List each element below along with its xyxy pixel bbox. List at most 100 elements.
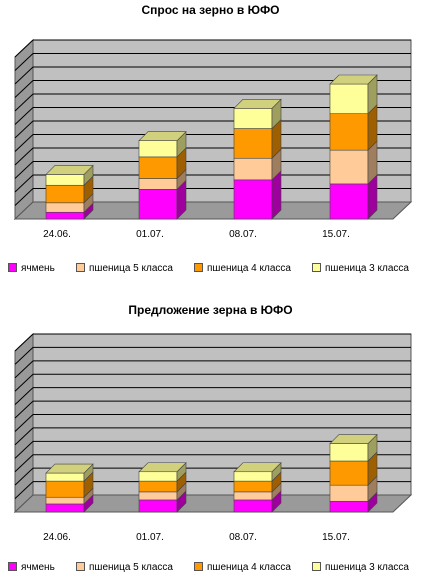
bar-segment-front bbox=[45, 211, 85, 220]
legend-label: пшеница 3 класса bbox=[325, 562, 409, 573]
legend-label: пшеница 4 класса bbox=[207, 562, 291, 573]
x-tick-label: 08.07. bbox=[229, 532, 257, 543]
chart-plot-supply bbox=[13, 332, 413, 514]
bar-segment-front bbox=[45, 184, 85, 204]
legend-swatch bbox=[312, 262, 321, 272]
legend-swatch bbox=[8, 262, 17, 272]
gridline-side bbox=[14, 333, 34, 352]
bar-segment-front bbox=[138, 480, 178, 493]
bar-segment-front bbox=[138, 140, 178, 158]
bar-segment-top bbox=[45, 463, 94, 474]
bar-segment-front bbox=[329, 183, 369, 220]
bar-segment-front bbox=[45, 480, 85, 498]
legend-item-wheat5: пшеница 5 класса bbox=[76, 262, 173, 274]
gridline-side bbox=[14, 360, 34, 379]
bar-segment-top bbox=[45, 165, 94, 175]
bar-segment-front bbox=[233, 480, 273, 493]
legend-label: ячмень bbox=[21, 263, 55, 274]
bar-segment-top bbox=[138, 462, 187, 473]
gridline-side bbox=[14, 161, 34, 179]
bar-segment-front bbox=[233, 471, 273, 482]
legend-label: пшеница 3 класса bbox=[325, 263, 409, 274]
bar-segment-top bbox=[329, 74, 378, 85]
bar-segment-front bbox=[233, 157, 273, 181]
bar-segment-front bbox=[329, 443, 369, 462]
bar-segment-front bbox=[329, 500, 369, 513]
legend-item-wheat3: пшеница 3 класса bbox=[312, 262, 409, 274]
legend-swatch bbox=[76, 561, 85, 571]
x-tick-label: 15.07. bbox=[322, 229, 350, 240]
gridline-side bbox=[14, 107, 34, 125]
bar-segment-front bbox=[233, 179, 273, 220]
legend-label: ячмень bbox=[21, 562, 55, 573]
legend-item-wheat4: пшеница 4 класса bbox=[194, 561, 291, 573]
bar-segment-front bbox=[138, 189, 178, 220]
bar-segment-front bbox=[329, 149, 369, 185]
bar-segment-front bbox=[138, 491, 178, 501]
gridline-side bbox=[14, 147, 34, 166]
bar-segment-front bbox=[329, 113, 369, 151]
gridline-side bbox=[14, 120, 34, 139]
bar-segment-top bbox=[138, 131, 187, 141]
x-tick-label: 24.06. bbox=[43, 229, 71, 240]
bar-segment-front bbox=[233, 491, 273, 501]
gridline-side bbox=[14, 39, 34, 58]
bar-segment-front bbox=[329, 484, 369, 502]
legend-item-wheat4: пшеница 4 класса bbox=[194, 262, 291, 274]
gridline-side bbox=[14, 347, 34, 365]
gridline-side bbox=[14, 414, 34, 432]
bar-segment-top bbox=[329, 434, 378, 444]
gridline-side bbox=[14, 188, 34, 206]
gridline-side bbox=[14, 427, 34, 446]
bar-segment-front bbox=[45, 496, 85, 505]
legend-item-wheat3: пшеница 3 класса bbox=[312, 561, 409, 573]
x-tick-label: 01.07. bbox=[136, 229, 164, 240]
gridline-side bbox=[14, 481, 34, 499]
bar-segment-front bbox=[233, 128, 273, 159]
gridline-side bbox=[14, 387, 34, 406]
bar-segment-front bbox=[329, 83, 369, 115]
gridline-side bbox=[14, 440, 34, 459]
legend-item-barley: ячмень bbox=[8, 561, 55, 573]
legend-swatch bbox=[8, 561, 17, 571]
gridline-side bbox=[14, 53, 34, 71]
chart-title: Спрос на зерно в ЮФО bbox=[141, 3, 280, 17]
chart-plot-demand bbox=[13, 38, 413, 221]
bar-segment-front bbox=[138, 178, 178, 190]
gridline-side bbox=[14, 134, 34, 152]
x-tick-label: 24.06. bbox=[43, 532, 71, 543]
bar-segment-front bbox=[45, 503, 85, 513]
bar-segment-front bbox=[138, 499, 178, 513]
bar-segment-front bbox=[233, 108, 273, 129]
gridline-side bbox=[14, 467, 34, 486]
gridline-side bbox=[14, 454, 34, 473]
gridline-side bbox=[14, 93, 34, 112]
legend-item-barley: ячмень bbox=[8, 262, 55, 274]
chart-panel-demand: Спрос на зерно в ЮФО 24.06. 01.07. 08.07… bbox=[8, 3, 413, 274]
legend-label: пшеница 4 класса bbox=[207, 263, 291, 274]
bar-segment-front bbox=[45, 174, 85, 186]
bar-segment-front bbox=[233, 499, 273, 513]
legend-label: пшеница 5 класса bbox=[89, 562, 173, 573]
gridline-side bbox=[14, 80, 34, 98]
bar-segment-front bbox=[45, 202, 85, 213]
bar-segment-front bbox=[329, 460, 369, 486]
legend-swatch bbox=[194, 561, 203, 571]
x-tick-label: 01.07. bbox=[136, 532, 164, 543]
legend-item-wheat5: пшеница 5 класса bbox=[76, 561, 173, 573]
bar-segment-front bbox=[45, 472, 85, 482]
gridline-side bbox=[14, 400, 34, 419]
gridline-side bbox=[14, 66, 34, 85]
legend-swatch bbox=[76, 262, 85, 272]
chart-title: Предложение зерна в ЮФО bbox=[128, 303, 293, 317]
bar-segment-top bbox=[233, 99, 282, 109]
bar-segment-front bbox=[138, 471, 178, 482]
bar-segment-front bbox=[138, 156, 178, 179]
x-tick-label: 08.07. bbox=[229, 229, 257, 240]
legend-swatch bbox=[312, 561, 321, 571]
chart-panel-supply: Предложение зерна в ЮФО 24.06. 01.07. 08… bbox=[0, 292, 421, 583]
legend-swatch bbox=[194, 262, 203, 272]
legend-label: пшеница 5 класса bbox=[89, 263, 173, 274]
x-tick-label: 15.07. bbox=[322, 532, 350, 543]
gridline-side bbox=[14, 373, 34, 392]
